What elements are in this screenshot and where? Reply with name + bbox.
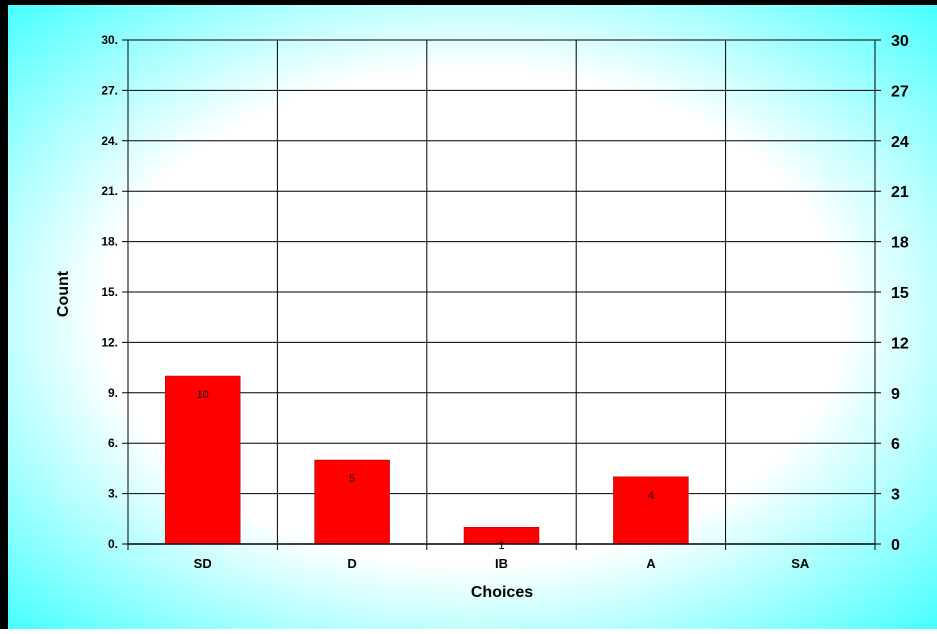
x-tick-label-sa: SA: [791, 556, 810, 571]
y-tick-label-right: 9: [891, 386, 900, 403]
y-tick-label-left: 9.: [108, 386, 118, 400]
data-label-ib: 1: [498, 540, 504, 552]
y-tick-label-right: 27: [891, 83, 909, 100]
y-tick-label-left: 27.: [101, 83, 118, 97]
y-tick-label-left: 30.: [101, 33, 118, 47]
data-label-sd: 10: [197, 389, 209, 401]
y-tick-label-left: 12.: [101, 335, 118, 349]
y-tick-label-left: 3.: [108, 487, 118, 501]
x-axis-title: Choices: [471, 584, 533, 601]
y-tick-label-left: 24.: [101, 134, 118, 148]
y-tick-label-left: 0.: [108, 537, 118, 551]
x-tick-label-ib: IB: [495, 556, 508, 571]
y-tick-label-right: 12: [891, 335, 909, 352]
grid-lines: [122, 39, 881, 550]
y-tick-label-right: 30: [891, 33, 909, 50]
y-tick-label-right: 6: [891, 436, 900, 453]
y-tick-label-left: 21.: [101, 184, 118, 198]
x-tick-label-d: D: [347, 556, 356, 571]
data-label-d: 5: [349, 473, 355, 485]
bar-sd: [164, 375, 241, 545]
y-tick-label-left: 15.: [101, 285, 118, 299]
y-tick-label-right: 15: [891, 285, 909, 302]
y-tick-label-left: 18.: [101, 235, 118, 249]
y-axis-title: Count: [55, 270, 72, 317]
y-tick-label-right: 18: [891, 235, 909, 252]
x-tick-label-sd: SD: [194, 556, 212, 571]
y-tick-label-right: 0: [891, 537, 900, 554]
y-tick-label-right: 3: [891, 487, 900, 504]
y-tick-label-right: 24: [891, 134, 909, 151]
x-tick-label-a: A: [646, 556, 656, 571]
bar-d: [314, 459, 390, 545]
bars: [164, 375, 689, 545]
axes: [127, 40, 876, 550]
data-label-a: 4: [648, 490, 654, 502]
bar-a: [613, 476, 689, 545]
chart-background: [8, 5, 937, 629]
y-tick-label-left: 6.: [108, 436, 118, 450]
y-tick-label-right: 21: [891, 184, 909, 201]
